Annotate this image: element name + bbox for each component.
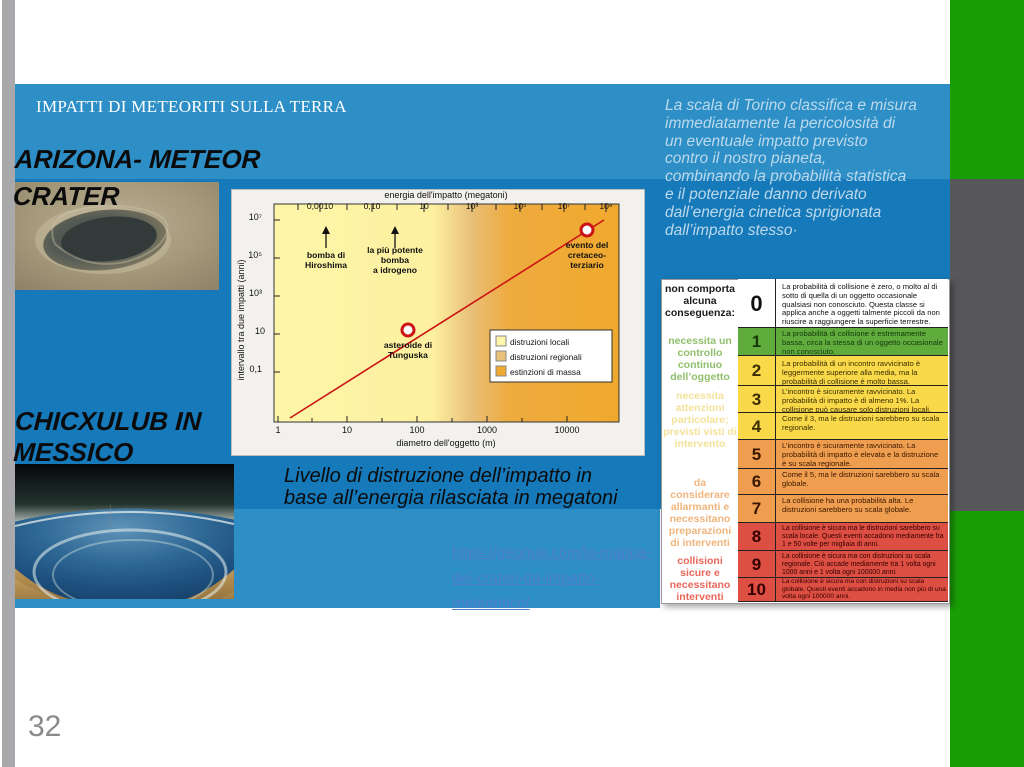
svg-text:la più potente: la più potente [367,245,423,255]
svg-text:10: 10 [255,326,265,336]
svg-text:estinzioni di massa: estinzioni di massa [510,367,581,377]
svg-text:distruzioni locali: distruzioni locali [510,337,569,347]
svg-text:energia dell'impatto (megatoni: energia dell'impatto (megatoni) [384,190,507,200]
svg-text:Hiroshima: Hiroshima [305,260,347,270]
svg-text:cretaceo-: cretaceo- [568,250,606,260]
svg-text:bomba di: bomba di [307,250,345,260]
svg-text:Tunguska: Tunguska [388,350,428,360]
svg-text:asteroide di: asteroide di [384,340,432,350]
svg-text:1000: 1000 [477,425,497,435]
svg-text:bomba: bomba [381,255,409,265]
svg-text:10³: 10³ [249,288,262,298]
svg-text:diametro dell'oggetto (m): diametro dell'oggetto (m) [396,438,495,448]
svg-text:distruzioni regionali: distruzioni regionali [510,352,582,362]
svg-text:intervallo tra due impatti (an: intervallo tra due impatti (anni) [236,259,246,380]
svg-text:10: 10 [342,425,352,435]
svg-text:terziario: terziario [570,260,603,270]
svg-text:evento del: evento del [566,240,609,250]
svg-text:100: 100 [409,425,424,435]
svg-text:0,1: 0,1 [249,364,262,374]
svg-text:10⁷: 10⁷ [249,212,262,222]
svg-text:10⁵: 10⁵ [248,250,262,260]
svg-text:10000: 10000 [554,425,579,435]
svg-text:a idrogeno: a idrogeno [373,265,417,275]
